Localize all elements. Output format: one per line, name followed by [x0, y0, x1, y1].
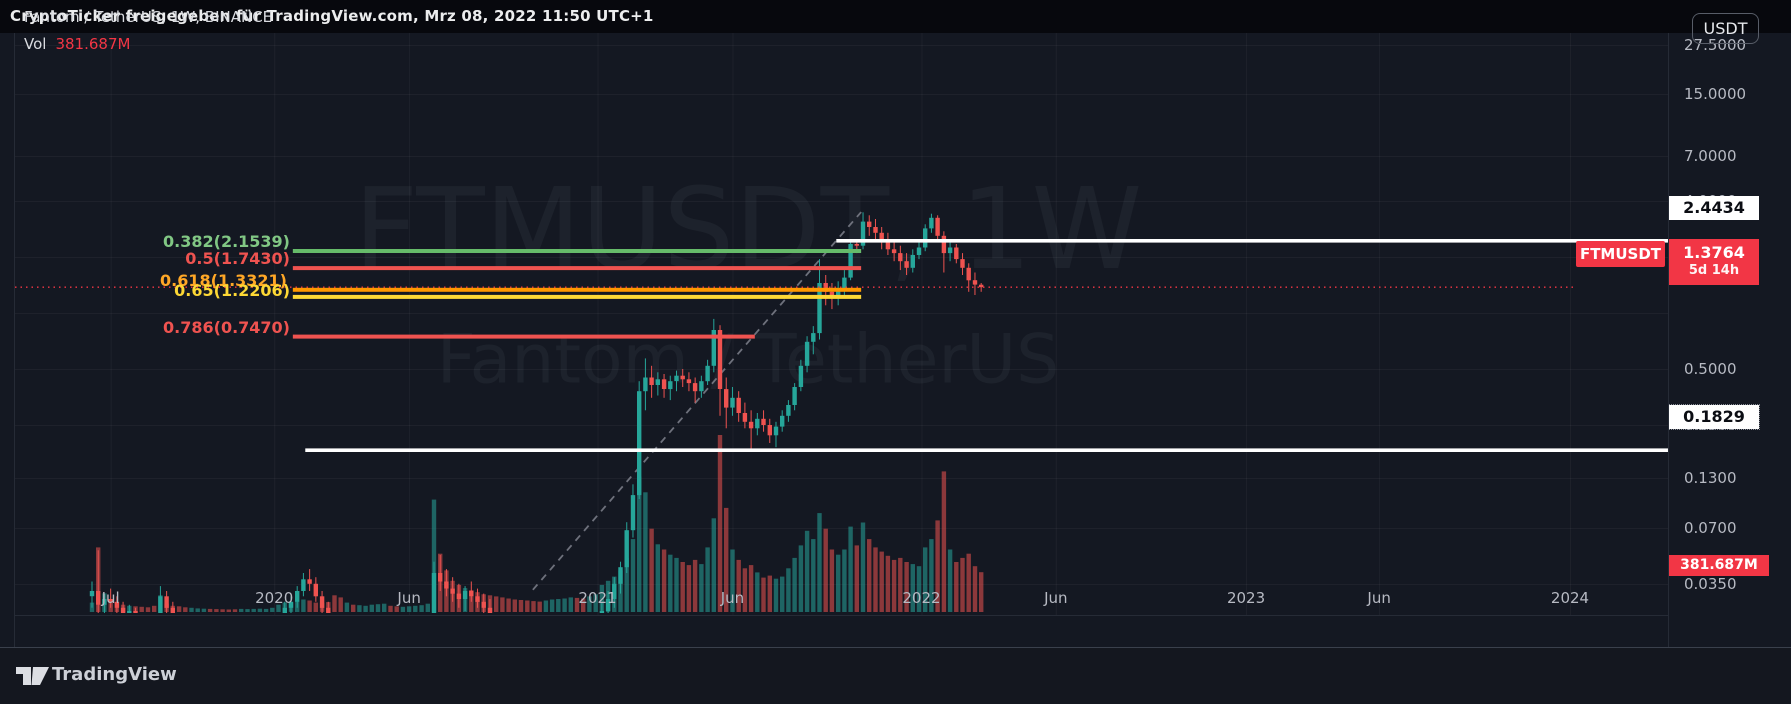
white-level-line-upper[interactable]	[836, 239, 1668, 243]
fib-label-065[interactable]: 0.65(1.2206)	[174, 281, 290, 300]
time-tick-label: Jun	[720, 589, 745, 607]
price-tick-label: 0.0700	[1684, 518, 1737, 537]
watermark-name: Fantom / TetherUS	[436, 320, 1060, 400]
time-tick-label: 2022	[902, 589, 941, 607]
last-price-value: 1.3764	[1683, 243, 1745, 262]
bar-countdown: 5d 14h	[1688, 263, 1740, 278]
time-axis[interactable]: Jul 2020 Jun 2021 Jun 2022 Jun 2023 Jun 2024	[0, 582, 1791, 615]
price-axis-border	[1668, 33, 1669, 648]
tradingview-logo-icon[interactable]	[14, 662, 52, 690]
fib-label-05[interactable]: 0.5(1.7430)	[185, 249, 290, 268]
fib-retracement-lines[interactable]	[292, 249, 862, 339]
plot-left-border	[14, 33, 15, 648]
volume-indicator-value: 381.687M	[55, 35, 131, 53]
currency-toggle-button[interactable]: USDT	[1692, 13, 1759, 44]
white-level-line-lower[interactable]	[305, 448, 1668, 452]
time-tick-label: Jun	[397, 589, 421, 607]
time-tick-label: 2023	[1226, 589, 1266, 607]
volume-indicator-label[interactable]: Vol	[24, 35, 47, 53]
price-tick-label: 0.1300	[1684, 468, 1737, 487]
gridlines	[15, 33, 1668, 615]
time-tick-label: Jun	[1044, 589, 1068, 607]
fib-label-0618[interactable]: 0.618(1.3321)	[160, 271, 287, 290]
price-level-tag-lower: 0.1829	[1668, 404, 1760, 430]
time-axis-border	[14, 615, 1669, 616]
time-tick-label: 2024	[1550, 589, 1590, 607]
chart-bottom-border	[0, 647, 1791, 648]
fib-label-0786[interactable]: 0.786(0.7470)	[163, 318, 290, 337]
price-level-tag-upper: 2.4434	[1669, 196, 1759, 220]
attribution-text: CryptoTicker freigegeben für TradingView…	[10, 7, 654, 25]
price-tick-label: 0.5000	[1684, 359, 1737, 378]
fib-label-0382[interactable]: 0.382(2.1539)	[163, 232, 290, 251]
price-tick-label: 15.0000	[1684, 85, 1747, 104]
time-tick-label: Jun	[1367, 589, 1391, 607]
chart-area[interactable]: FTMUSDT, 1W Fantom / TetherUS	[0, 33, 1791, 648]
attribution-bar: CryptoTicker freigegeben für TradingView…	[0, 0, 1791, 33]
tradingview-brand-text[interactable]: TradingView	[52, 664, 177, 685]
price-axis[interactable]: 27.500015.00007.00004.00002.00000.50000.…	[1668, 0, 1791, 648]
symbol-description[interactable]: Fantom / TetherUS, 1W, BINANCE	[24, 8, 273, 26]
chart-legend: Fantom / TetherUS, 1W, BINANCE Vol 381.68…	[24, 8, 272, 53]
candlestick-chart[interactable]	[0, 0, 1791, 648]
last-price-tag: 1.3764 5d 14h	[1669, 239, 1759, 285]
trendline-dashed[interactable]	[532, 211, 862, 591]
time-tick-label: 2021	[578, 589, 617, 607]
price-tick-label: 7.0000	[1684, 146, 1737, 165]
time-tick-label: 2020	[255, 589, 294, 607]
time-tick-label: Jul	[101, 589, 120, 607]
watermark-symbol: FTMUSDT, 1W	[353, 165, 1143, 295]
symbol-price-flag: FTMUSDT	[1576, 241, 1665, 267]
footer-bar: TradingView	[0, 648, 1791, 704]
price-tick-label: 0.0350	[1684, 574, 1737, 593]
volume-value-tag: 381.687M	[1669, 555, 1769, 576]
